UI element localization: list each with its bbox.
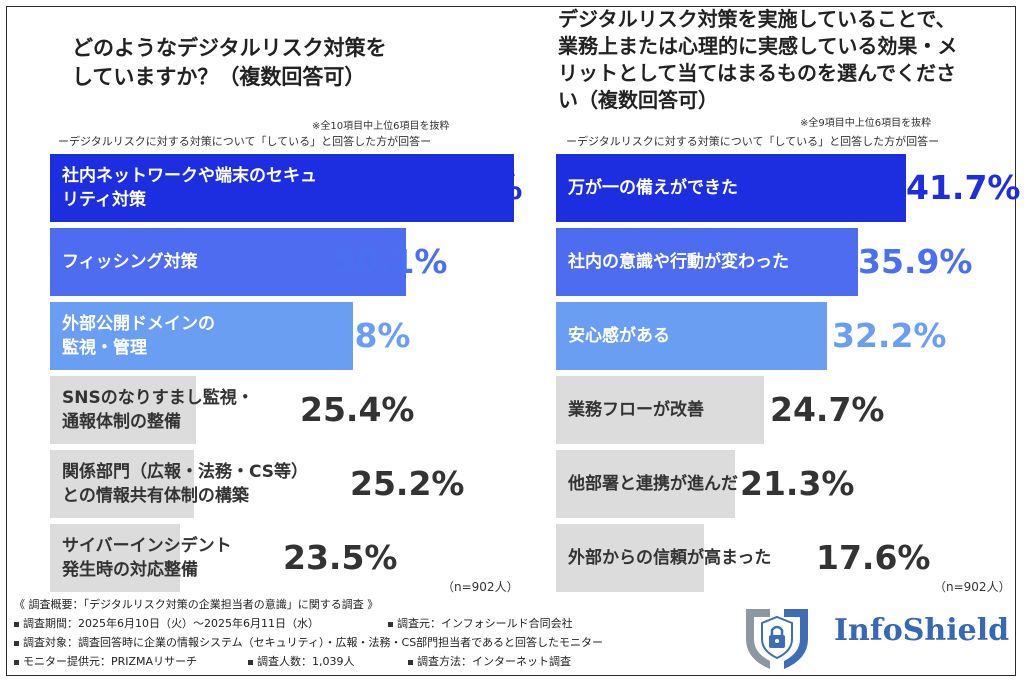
chart-right-bar-3 — [556, 302, 827, 370]
chart-right-bar-6 — [556, 524, 704, 592]
survey-source-text: 調査元：インフォシールド合同会社 — [397, 617, 573, 630]
survey-period-text: 調査期間：2025年6月10日（火）〜2025年6月11日（水） — [23, 617, 319, 630]
chart-left-bar-2 — [50, 228, 407, 296]
survey-count-text: 調査人数：1,039人 — [257, 655, 355, 668]
infographic-frame — [6, 6, 1016, 676]
chart-right-bar-label-3: 安心感がある — [568, 326, 670, 346]
chart-left-bar-label-3: 外部公開ドメインの 監視・管理 — [62, 314, 215, 358]
left-chart-subtitle: ーデジタルリスクに対する対策について「している」と回答した方が回答ー — [58, 135, 432, 148]
infoshield-logo: InfoShield — [740, 603, 1010, 671]
survey-overview-heading: 《 調査概要：「デジタルリスク対策の企業担当者の意識」に関する調査 》 — [14, 598, 379, 611]
chart-left-bar-value-5: 25.2% — [350, 464, 465, 503]
chart-right-bar-4 — [556, 376, 764, 444]
right-sample-size: （n=902人） — [934, 580, 1011, 594]
chart-left-bar-6 — [50, 524, 180, 592]
survey-period: 調査期間：2025年6月10日（火）〜2025年6月11日（水） — [14, 615, 319, 633]
chart-left-bar-value-2: 50.1% — [333, 242, 448, 281]
logo-text: InfoShield — [834, 613, 1010, 648]
chart-left-bar-value-6: 23.5% — [283, 538, 398, 577]
chart-left-bar-label-6: サイバーインシデント 発生時の対応整備 — [62, 536, 232, 580]
chart-left-bar-3 — [50, 302, 353, 370]
chart-right-bar-value-5: 21.3% — [740, 464, 855, 503]
chart-left-bar-label-5: 関係部門（広報・法務・CS等） との情報共有体制の構築 — [62, 462, 309, 506]
left-title-line-1: どのようなデジタルリスク対策を — [72, 36, 387, 60]
left-title-line-2: していますか？（複数回答可） — [72, 65, 366, 89]
right-chart-subtitle: ーデジタルリスクに対する対策について「している」と回答した方が回答ー — [566, 135, 940, 148]
chart-left-bar-label-1: 社内ネットワークや端末のセキュ リティ対策 — [62, 166, 317, 210]
right-chart-title: デジタルリスク対策を実施していることで、 業務上または心理的に実感している効果・… — [558, 6, 957, 114]
survey-provider: モニター提供元：PRIZMAリサーチ — [14, 653, 197, 671]
left-chart-note: ※全10項目中上位6項目を抜粋 — [312, 121, 450, 132]
right-title-line-2: 業務上または心理的に実感している効果・メ — [558, 34, 958, 58]
chart-right-bar-value-6: 17.6% — [816, 538, 931, 577]
chart-right-bar-value-2: 35.9% — [858, 242, 973, 281]
survey-target-text: 調査対象：調査回答時に企業の情報システム（セキュリティ）・広報・法務・CS部門担… — [23, 636, 604, 649]
chart-left-bar-value-4: 25.4% — [300, 390, 415, 429]
chart-right-bar-label-2: 社内の意識や行動が変わった — [568, 252, 789, 272]
right-chart-note: ※全9項目中上位6項目を抜粋 — [800, 118, 932, 129]
left-sample-size: （n=902人） — [442, 580, 519, 594]
right-title-line-3: リットとして当てはまるものを選んでくださ — [558, 61, 956, 85]
chart-left-bar-label-4: SNSのなりすまし監視・ 通報体制の整備 — [62, 388, 254, 432]
chart-right-bar-label-4: 業務フローが改善 — [568, 400, 704, 420]
chart-left-bar-label-2: フィッシング対策 — [62, 252, 198, 272]
chart-right-bar-label-1: 万が一の備えができた — [568, 178, 738, 198]
chart-left-bar-value-3: 43.8% — [296, 316, 411, 355]
right-title-line-1: デジタルリスク対策を実施していることで、 — [558, 7, 956, 31]
survey-source: 調査元：インフォシールド合同会社 — [388, 615, 573, 633]
survey-method: 調査方法：インターネット調査 — [408, 653, 571, 671]
survey-count: 調査人数：1,039人 — [248, 653, 355, 671]
chart-right-bar-1 — [556, 154, 907, 222]
survey-target: 調査対象：調査回答時に企業の情報システム（セキュリティ）・広報・法務・CS部門担… — [14, 634, 603, 652]
shield-lock-icon — [746, 609, 808, 669]
survey-provider-text: モニター提供元：PRIZMAリサーチ — [23, 655, 198, 668]
chart-right-bar-value-3: 32.2% — [832, 316, 947, 355]
chart-right-bar-value-1: 41.7% — [906, 168, 1021, 207]
chart-left-bar-1 — [50, 154, 515, 222]
chart-right-bar-5 — [556, 450, 736, 518]
chart-left-bar-4 — [50, 376, 197, 444]
chart-left-bar-value-1: 62.8% — [408, 168, 523, 207]
chart-right-bar-value-4: 24.7% — [770, 390, 885, 429]
chart-left-bar-5 — [50, 450, 195, 518]
right-title-line-4: い（複数回答可） — [558, 88, 718, 112]
left-chart-title: どのようなデジタルリスク対策を していますか？（複数回答可） — [72, 34, 387, 92]
chart-right-bar-2 — [556, 228, 858, 296]
chart-right-bar-label-6: 外部からの信頼が高まった — [568, 548, 772, 568]
survey-method-text: 調査方法：インターネット調査 — [417, 655, 571, 668]
chart-right-bar-label-5: 他部署と連携が進んだ — [568, 474, 738, 494]
